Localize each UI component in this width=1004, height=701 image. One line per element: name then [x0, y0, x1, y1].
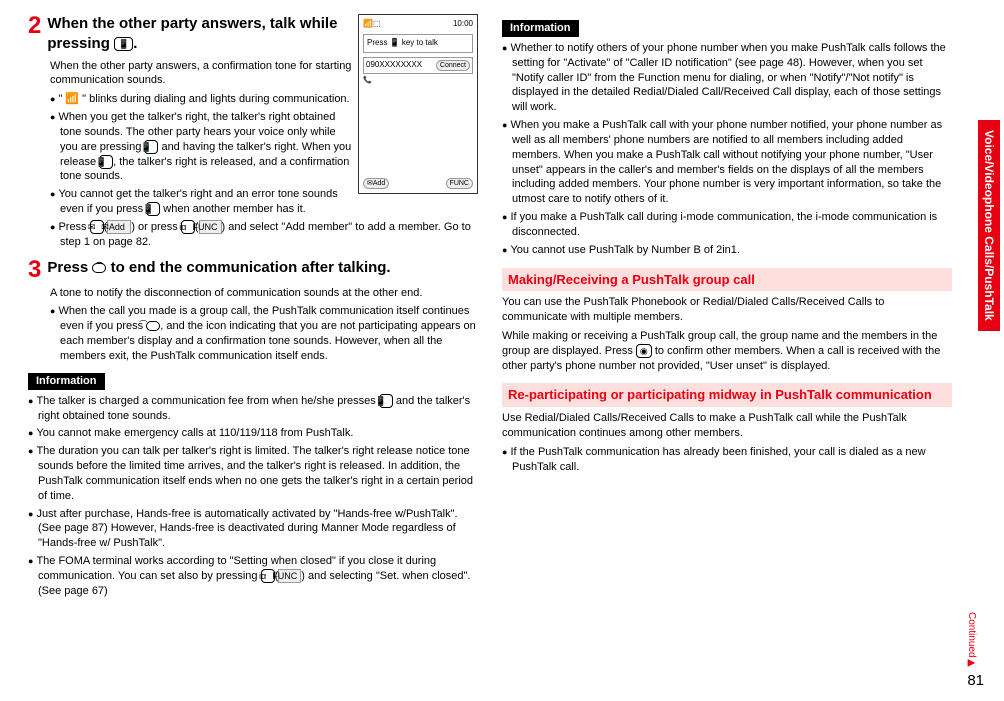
end-key-icon — [92, 263, 106, 273]
information-header: Information — [28, 373, 105, 390]
step-bullets: When the call you made is a group call, … — [50, 304, 478, 363]
page-number: 81 — [967, 671, 984, 691]
step-2: 2 When the other party answers, talk whi… — [28, 14, 352, 55]
phone-screenshot: 📶⬚10:00 Press 📱 key to talk 090XXXXXXXXC… — [358, 14, 478, 194]
left-column: 📶⬚10:00 Press 📱 key to talk 090XXXXXXXXC… — [28, 14, 478, 602]
step-3: 3 Press to end the communication after t… — [28, 258, 478, 282]
signal-icon: 📶 — [65, 93, 79, 105]
add-label: ✉Add — [107, 220, 131, 234]
section-text: While making or receiving a PushTalk gro… — [502, 329, 952, 374]
ptt-key-icon: 📱 — [379, 394, 393, 408]
info-bullets: Whether to notify others of your phone n… — [502, 41, 952, 258]
section-text: You can use the PushTalk Phonebook or Re… — [502, 295, 952, 325]
section-text: Use Redial/Dialed Calls/Received Calls t… — [502, 411, 952, 441]
ptt-key-icon: 📱 — [144, 140, 158, 154]
continued-label: Continued▶ — [965, 612, 979, 669]
step-title: Press to end the communication after tal… — [47, 259, 390, 276]
nav-key-icon: ◉ — [636, 344, 652, 358]
information-header: Information — [502, 20, 579, 37]
func-label: FUNC — [278, 569, 301, 583]
side-tab: Voice/Videophone Calls/PushTalk — [978, 120, 1000, 331]
section-heading: Re-participating or participating midway… — [502, 383, 952, 407]
right-column: Information Whether to notify others of … — [502, 14, 952, 602]
step-number: 2 — [28, 14, 41, 55]
ptt-key-icon: 📱 — [99, 155, 113, 169]
func-label: FUNC — [199, 220, 222, 234]
section-heading: Making/Receiving a PushTalk group call — [502, 268, 952, 292]
ptt-key-icon: 📱 — [146, 202, 160, 216]
step-description: A tone to notify the disconnection of co… — [50, 286, 478, 301]
end-key-icon — [146, 321, 160, 331]
step-title: When the other party answers, talk while… — [47, 15, 337, 52]
step-number: 3 — [28, 258, 41, 282]
ptt-key-icon: 📱 — [114, 37, 133, 51]
section-bullets: If the PushTalk communication has alread… — [502, 445, 952, 475]
info-bullets: The talker is charged a communication fe… — [28, 394, 478, 599]
